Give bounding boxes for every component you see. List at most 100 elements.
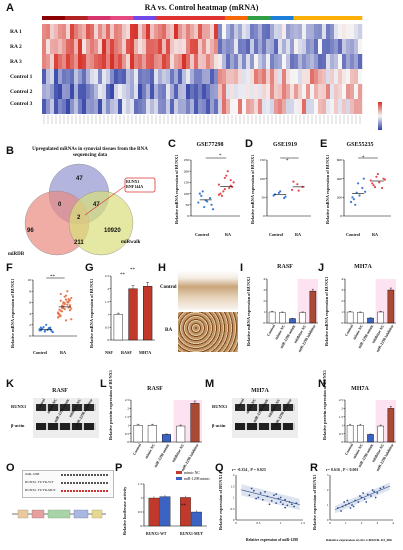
heatmap-cell [234,24,239,39]
heatmap-cell [58,99,63,114]
seq-mirna [61,474,109,476]
heatmap-cell [258,69,263,84]
heatmap-cell [294,99,299,114]
data-point [297,189,300,192]
heatmap-cell [102,99,107,114]
heatmap-cell [334,54,339,69]
heatmap-cell [150,84,155,99]
heatmap-cell [210,39,215,54]
heatmap-cell [94,84,99,99]
y-tick-label: 3 [341,288,343,292]
data-point [372,184,375,187]
heatmap-cell [194,69,199,84]
heatmap-cell [286,84,291,99]
bar [299,312,306,324]
seq-label: RUNX1 3'UTR-MUT [25,488,56,492]
data-point [209,196,212,200]
heatmap-group-bar [247,16,271,20]
heatmap-cell [334,99,339,114]
heatmap-cell [106,99,111,114]
panel-letter-e: E [320,138,328,150]
heatmap-cell [346,39,351,54]
y-tick-label: 150 [184,181,190,185]
data-point [373,185,377,189]
heatmap-cell [134,84,139,99]
panel-d-title: GSE1919 [272,142,297,148]
heatmap-cell [82,69,87,84]
heatmap-cell [66,84,71,99]
data-point [220,194,223,197]
data-point [382,486,385,488]
y-tick-label: 0 [127,440,129,444]
venn-callout-text: RUNX1 RNF144A [126,179,144,189]
heatmap-cell [86,39,91,54]
heatmap-cell [182,39,187,54]
venn-header: Upregulated mRNAs in synovial tissues fr… [32,147,148,158]
venn-diagram [24,163,156,256]
heatmap-cell [98,39,103,54]
venn-callout-box [124,177,156,193]
heatmap-cell [154,69,159,84]
heatmap-cell [102,24,107,39]
heatmap-cell [138,84,143,99]
panel-letter-b: B [6,145,14,157]
data-point [340,510,342,512]
legend-mir-mimic: miR-1298 mimic [176,477,210,481]
western-blot-rasf [33,398,99,438]
heatmap-cell [118,99,123,114]
heatmap-cell [214,24,219,39]
heatmap-cell [138,99,143,114]
heatmap-cell [158,84,163,99]
bar [289,318,296,324]
data-point [351,504,353,506]
heatmap-cell [246,69,251,84]
heatmap-cell [106,24,111,39]
panel-letter-o: O [6,462,15,474]
panel-p-ylabel: Relative luciferase activity [122,486,127,535]
heatmap-cell [78,69,83,84]
heatmap-cell [354,39,359,54]
data-point [279,501,282,503]
data-point [362,492,364,494]
heatmap-cell [270,84,275,99]
western-blot-mh7a [232,398,298,438]
data-point [279,190,282,193]
heatmap-cell [86,69,91,84]
heatmap-cell [122,69,127,84]
data-point [283,196,286,200]
legend-swatch [176,477,182,480]
panel-l-chart: 0 0.5 1 1.5 2 2.5 [125,398,202,444]
band-label-actin: β-actin [11,423,25,428]
heatmap-group-bar [202,16,226,20]
heatmap-cell [350,24,355,39]
histology-label-control: Control [160,285,177,290]
data-point [197,201,200,204]
panel-p-xtick: RUNX1-MUT [180,532,203,536]
y-tick-label: 0 [29,334,31,338]
heatmap-cell [154,39,159,54]
heatmap-cell [110,99,115,114]
heatmap-color-scale [378,102,382,130]
heatmap-cell [182,24,187,39]
data-point [352,505,355,508]
y-tick-label: 1.5 [125,415,129,419]
panel-q-stat: r= -0.354 , P = 0.025 [232,467,266,472]
heatmap-cell [358,69,363,84]
panel-letter-n: N [318,378,326,390]
heatmap-cell [102,84,107,99]
heatmap-cell [166,39,171,54]
heatmap-group-bar [179,16,203,20]
data-point [63,302,66,306]
heatmap-cell [262,24,267,39]
y-tick-label: 0 [140,524,142,528]
data-point [383,178,386,181]
heatmap-cell [190,24,195,39]
bar [268,311,276,324]
heatmap-cell [358,99,363,114]
heatmap-cell [174,54,179,69]
heatmap-cell [134,99,139,114]
heatmap-cell [298,54,303,69]
heatmap-cell [306,84,311,99]
heatmap-cell [42,24,47,39]
bar [367,317,374,324]
